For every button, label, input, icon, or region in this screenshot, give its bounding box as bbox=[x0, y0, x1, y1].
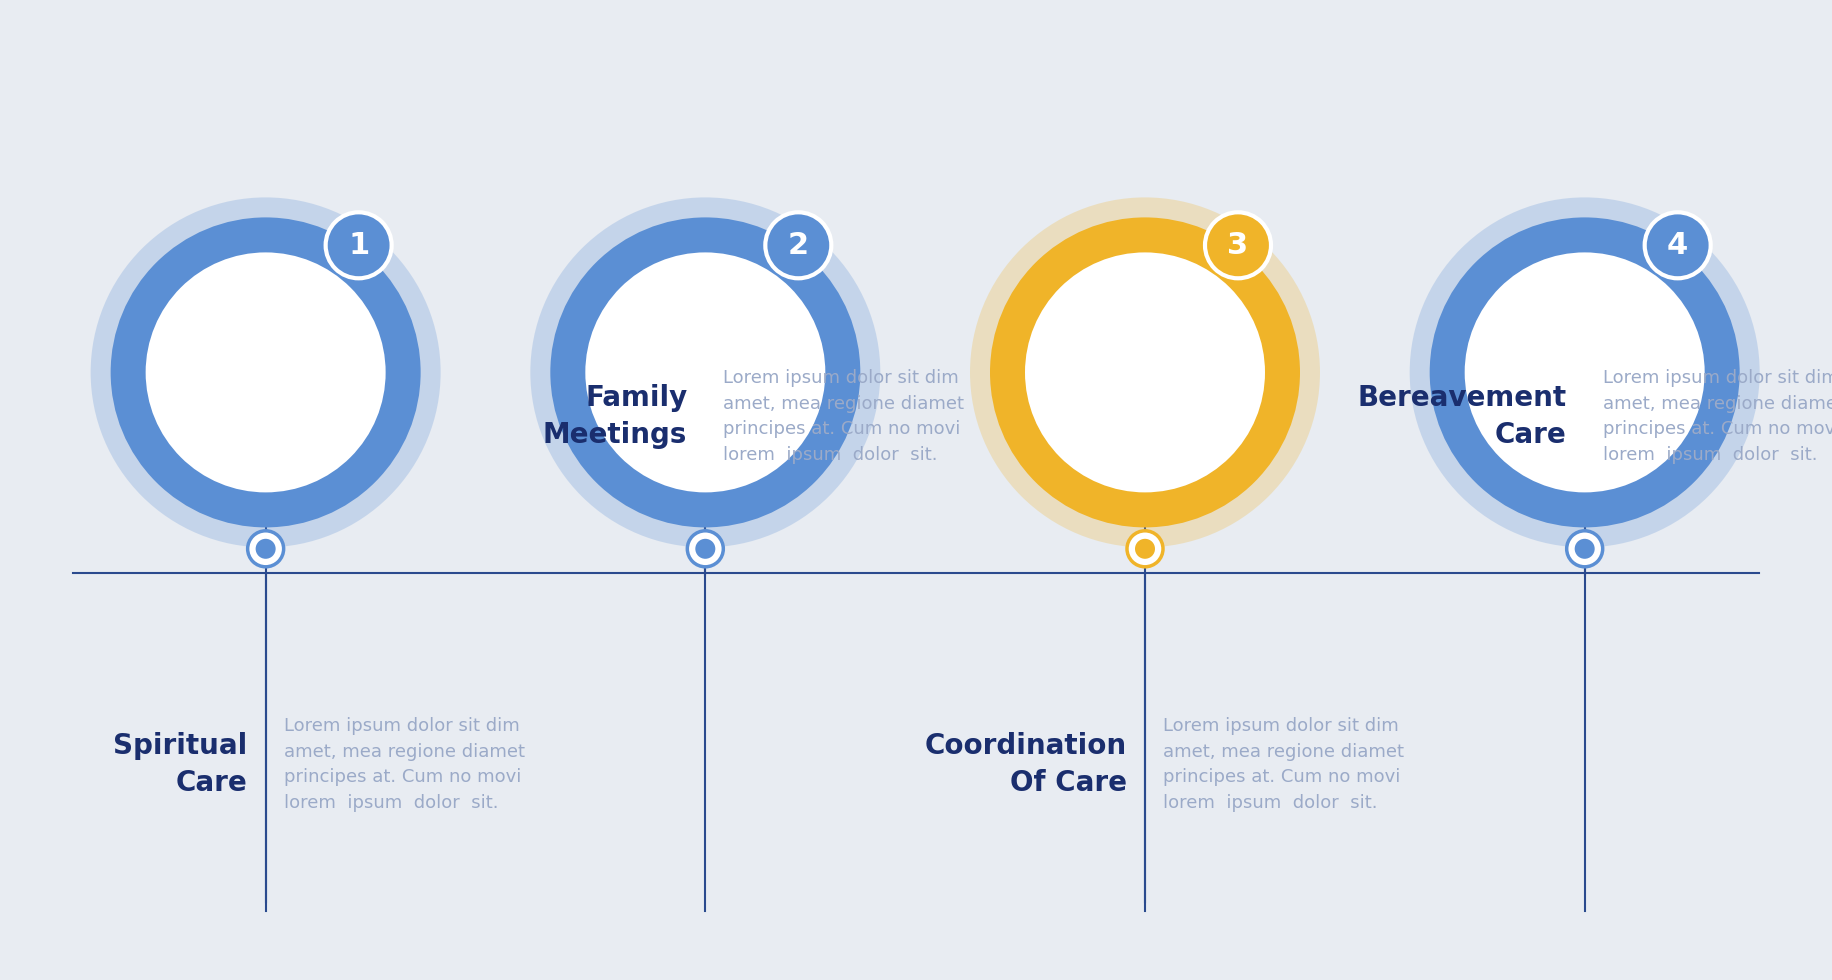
Circle shape bbox=[1205, 213, 1271, 278]
Circle shape bbox=[584, 253, 826, 492]
Circle shape bbox=[247, 531, 284, 566]
Circle shape bbox=[1645, 213, 1711, 278]
Circle shape bbox=[1464, 253, 1706, 492]
Circle shape bbox=[1409, 197, 1761, 548]
Text: Lorem ipsum dolor sit dim
amet, mea regione diamet
principes at. Cum no movi
lor: Lorem ipsum dolor sit dim amet, mea regi… bbox=[1163, 716, 1403, 812]
Circle shape bbox=[989, 218, 1301, 527]
Circle shape bbox=[550, 218, 861, 527]
Text: Coordination
Of Care: Coordination Of Care bbox=[925, 732, 1127, 797]
Text: Lorem ipsum dolor sit dim
amet, mea regione diamet
principes at. Cum no movi
lor: Lorem ipsum dolor sit dim amet, mea regi… bbox=[724, 368, 964, 465]
Circle shape bbox=[145, 253, 387, 492]
Circle shape bbox=[529, 197, 881, 548]
Text: Lorem ipsum dolor sit dim
amet, mea regione diamet
principes at. Cum no movi
lor: Lorem ipsum dolor sit dim amet, mea regi… bbox=[284, 716, 524, 812]
Circle shape bbox=[969, 197, 1321, 548]
Circle shape bbox=[326, 213, 392, 278]
Circle shape bbox=[256, 539, 275, 559]
Text: 3: 3 bbox=[1227, 231, 1249, 260]
Circle shape bbox=[1429, 218, 1740, 527]
Circle shape bbox=[696, 539, 714, 559]
Text: 2: 2 bbox=[788, 231, 810, 260]
Circle shape bbox=[1024, 253, 1266, 492]
Text: 1: 1 bbox=[348, 231, 370, 260]
Circle shape bbox=[110, 218, 421, 527]
Circle shape bbox=[1127, 531, 1163, 566]
Circle shape bbox=[1576, 539, 1594, 559]
Circle shape bbox=[90, 197, 442, 548]
Circle shape bbox=[687, 531, 724, 566]
Text: Spiritual
Care: Spiritual Care bbox=[114, 732, 247, 797]
Circle shape bbox=[1136, 539, 1154, 559]
Circle shape bbox=[766, 213, 832, 278]
Text: Lorem ipsum dolor sit dim
amet, mea regione diamet
principes at. Cum no movi
lor: Lorem ipsum dolor sit dim amet, mea regi… bbox=[1603, 368, 1832, 465]
Text: Bereavement
Care: Bereavement Care bbox=[1358, 384, 1566, 449]
Text: 4: 4 bbox=[1667, 231, 1689, 260]
Circle shape bbox=[1566, 531, 1603, 566]
Text: Family
Meetings: Family Meetings bbox=[542, 384, 687, 449]
